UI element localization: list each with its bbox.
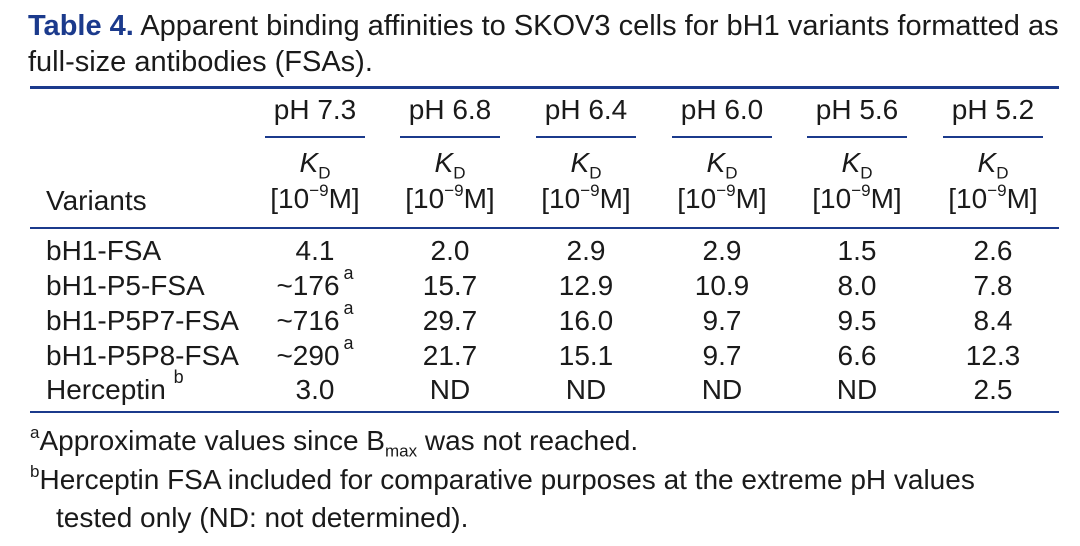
table-cell: 12.3: [965, 340, 1021, 371]
column-header-ph: pH 5.2: [951, 94, 1035, 125]
footnote-a-mark: a: [30, 422, 40, 442]
row-label: bH1-P5-FSA: [46, 270, 205, 301]
bottom-rule: [30, 411, 1059, 413]
kd-unit: [10−9M]: [405, 180, 495, 214]
footnote-b-line1: Herceptin FSA included for comparative p…: [39, 464, 975, 495]
caption-label: Table 4.: [28, 10, 134, 42]
table-cell: ~176 a: [276, 262, 354, 301]
footnote-a-sub: max: [384, 441, 418, 461]
kd-unit: [10−9M]: [541, 180, 631, 214]
footnote-b-cont: tested only (ND: not determined).: [56, 500, 468, 536]
table-cell: 29.7: [422, 305, 478, 336]
table-cell: 7.8: [973, 270, 1013, 301]
kd-symbol: KD: [299, 147, 331, 183]
table-cell: 12.9: [558, 270, 614, 301]
table-cell: 9.7: [702, 305, 742, 336]
column-header-rule: [943, 136, 1043, 138]
row-label: bH1-FSA: [46, 235, 162, 266]
table-cell: ~290 a: [276, 332, 354, 371]
column-header-ph: pH 6.4: [544, 94, 628, 125]
kd-symbol: KD: [706, 147, 738, 183]
table-cell: ND: [701, 374, 743, 405]
table-cell: 15.7: [422, 270, 478, 301]
table-cell: 8.0: [837, 270, 877, 301]
kd-symbol: KD: [570, 147, 602, 183]
table-cell: 4.1: [295, 235, 335, 266]
row-label: bH1-P5P7-FSA: [46, 305, 239, 336]
column-header-rule: [536, 136, 636, 138]
table-cell: 16.0: [558, 305, 614, 336]
column-header-ph: pH 5.6: [815, 94, 899, 125]
column-header-rule: [672, 136, 772, 138]
kd-unit: [10−9M]: [948, 180, 1038, 214]
kd-unit: [10−9M]: [270, 180, 360, 214]
table-cell: 2.9: [566, 235, 606, 266]
table-cell: 15.1: [558, 340, 614, 371]
table-cell: ND: [429, 374, 471, 405]
table-cell: ~716 a: [276, 297, 354, 336]
column-header-ph: pH 7.3: [273, 94, 357, 125]
footnote-a-text-pre: Approximate values since B: [39, 425, 385, 456]
table-cell: ND: [565, 374, 607, 405]
column-header-rule: [807, 136, 907, 138]
kd-unit: [10−9M]: [812, 180, 902, 214]
top-rule: [30, 86, 1059, 89]
footnote-a-text-post: was not reached.: [417, 425, 639, 456]
table-cell: 10.9: [694, 270, 750, 301]
table-cell: 2.5: [973, 374, 1013, 405]
column-header-ph: pH 6.8: [408, 94, 492, 125]
table-cell: 3.0: [295, 374, 335, 405]
row-label: Herceptin b: [46, 366, 184, 405]
table-cell: 6.6: [837, 340, 877, 371]
footnote-b-line2: tested only (ND: not determined).: [56, 502, 469, 533]
variants-header: Variants: [46, 185, 147, 216]
column-header-rule: [265, 136, 365, 138]
footnote-a: aApproximate values since Bmax was not r…: [30, 422, 639, 461]
footnote-b-mark: b: [30, 461, 40, 481]
table-cell: 21.7: [422, 340, 478, 371]
table-cell: 9.7: [702, 340, 742, 371]
header-rule: [30, 227, 1059, 229]
column-header-rule: [400, 136, 500, 138]
table-cell: ND: [836, 374, 878, 405]
table-caption: Table 4. Apparent binding affinities to …: [28, 8, 1063, 80]
table-cell: 8.4: [973, 305, 1013, 336]
table-cell: 2.6: [973, 235, 1013, 266]
caption-text: Apparent binding affinities to SKOV3 cel…: [28, 10, 1059, 78]
kd-symbol: KD: [434, 147, 466, 183]
footnote-b: bHerceptin FSA included for comparative …: [30, 462, 975, 498]
kd-symbol: KD: [841, 147, 873, 183]
kd-symbol: KD: [977, 147, 1009, 183]
table-cell: 9.5: [837, 305, 877, 336]
row-label: bH1-P5P8-FSA: [46, 340, 239, 371]
kd-unit: [10−9M]: [677, 180, 767, 214]
table-cell: 1.5: [837, 235, 877, 266]
table-cell: 2.0: [430, 235, 470, 266]
column-header-ph: pH 6.0: [680, 94, 764, 125]
table-cell: 2.9: [702, 235, 742, 266]
